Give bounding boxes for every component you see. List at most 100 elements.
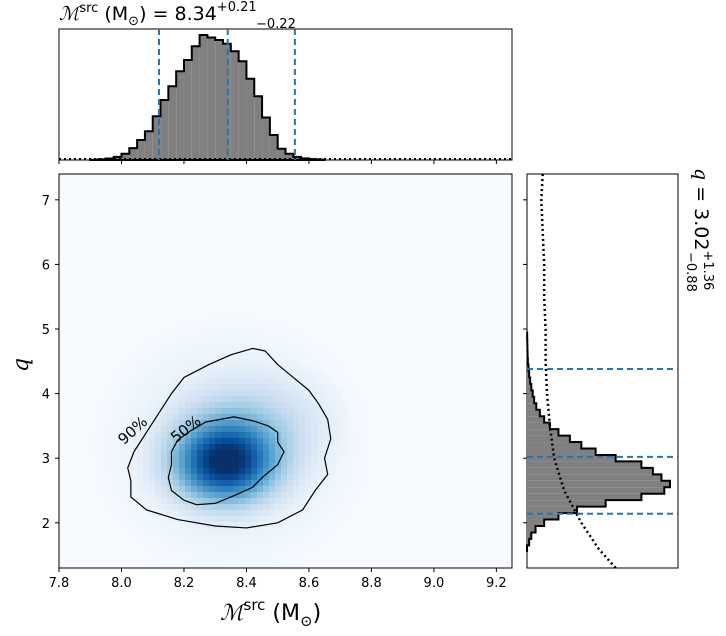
- heatmap-cell: [179, 426, 186, 433]
- heatmap-cell: [203, 528, 210, 535]
- heatmap-cell: [263, 450, 270, 457]
- top-hist-bar: [215, 40, 224, 160]
- heatmap-cell: [287, 438, 294, 445]
- heatmap-cell: [269, 468, 276, 475]
- heatmap-cell: [149, 402, 156, 409]
- heatmap-cell: [299, 486, 306, 493]
- heatmap-cell: [269, 492, 276, 499]
- heatmap-cell: [143, 450, 150, 457]
- heatmap-cell: [197, 444, 204, 451]
- heatmap-cell: [215, 438, 222, 445]
- heatmap-cell: [137, 480, 144, 487]
- heatmap-cell: [203, 504, 210, 511]
- heatmap-cell: [185, 456, 192, 463]
- heatmap-cell: [185, 390, 192, 397]
- heatmap-cell: [275, 390, 282, 397]
- heatmap-cell: [317, 396, 324, 403]
- heatmap-cell: [281, 402, 288, 409]
- heatmap-cell: [173, 498, 180, 505]
- heatmap-cell: [221, 456, 228, 463]
- heatmap-cell: [287, 378, 294, 385]
- heatmap-cell: [167, 462, 174, 469]
- heatmap-cell: [245, 408, 252, 415]
- heatmap-cell: [251, 360, 258, 367]
- heatmap-cell: [221, 372, 228, 379]
- top-hist-bar: [207, 37, 216, 160]
- heatmap-cell: [251, 498, 258, 505]
- heatmap-cell: [161, 390, 168, 397]
- heatmap-cell: [251, 378, 258, 385]
- y-tick-label: 5: [42, 323, 50, 338]
- heatmap-cell: [269, 414, 276, 421]
- heatmap-cell: [155, 462, 162, 469]
- heatmap-cell: [323, 402, 330, 409]
- heatmap-cell: [167, 396, 174, 403]
- heatmap-cell: [227, 480, 234, 487]
- heatmap-cell: [167, 444, 174, 451]
- heatmap-cell: [233, 420, 240, 427]
- heatmap-cell: [173, 480, 180, 487]
- heatmap-cell: [293, 426, 300, 433]
- heatmap-cell: [209, 486, 216, 493]
- heatmap-cell: [281, 414, 288, 421]
- heatmap-cell: [239, 396, 246, 403]
- heatmap-cell: [185, 414, 192, 421]
- heatmap-cell: [263, 396, 270, 403]
- heatmap-cell: [209, 474, 216, 481]
- heatmap-cell: [245, 366, 252, 373]
- heatmap-cell: [239, 468, 246, 475]
- heatmap-cell: [191, 450, 198, 457]
- heatmap-cell: [299, 420, 306, 427]
- heatmap-cell: [263, 372, 270, 379]
- heatmap-cell: [215, 444, 222, 451]
- heatmap-cell: [311, 474, 318, 481]
- heatmap-cell: [209, 354, 216, 361]
- right-hist-bar: [527, 474, 662, 481]
- heatmap-cell: [161, 450, 168, 457]
- heatmap-cell: [239, 432, 246, 439]
- heatmap-cell: [311, 444, 318, 451]
- heatmap-cell: [155, 426, 162, 433]
- heatmap-cell: [179, 438, 186, 445]
- heatmap-cell: [167, 408, 174, 415]
- heatmap-cell: [239, 474, 246, 481]
- heatmap-cell: [305, 426, 312, 433]
- heatmap-cell: [293, 474, 300, 481]
- heatmap-cell: [341, 402, 348, 409]
- heatmap-cell: [173, 426, 180, 433]
- right-hist-outline: [526, 331, 671, 552]
- heatmap-cell: [329, 468, 336, 475]
- top-hist-bar: [137, 140, 145, 160]
- heatmap-cell: [305, 366, 312, 373]
- heatmap-cell: [215, 456, 222, 463]
- top-title: ℳsrc (M⊙) = 8.34+0.21−0.22: [59, 0, 296, 32]
- heatmap-cell: [161, 480, 168, 487]
- heatmap-cell: [209, 438, 216, 445]
- heatmap-cell: [233, 396, 240, 403]
- heatmap-cell: [323, 420, 330, 427]
- heatmap-cell: [281, 396, 288, 403]
- heatmap-cell: [233, 462, 240, 469]
- heatmap-cell: [275, 474, 282, 481]
- heatmap-cell: [203, 402, 210, 409]
- heatmap-cell: [287, 444, 294, 451]
- heatmap-cell: [203, 378, 210, 385]
- heatmap-cell: [269, 372, 276, 379]
- heatmap-cell: [317, 432, 324, 439]
- top-hist-bar: [262, 117, 270, 160]
- heatmap-cell: [149, 450, 156, 457]
- heatmap-cell: [155, 456, 162, 463]
- heatmap-cell: [263, 432, 270, 439]
- heatmap-cell: [131, 450, 138, 457]
- heatmap-cell: [245, 492, 252, 499]
- heatmap-cell: [269, 474, 276, 481]
- heatmap-cell: [143, 498, 150, 505]
- heatmap-cell: [233, 378, 240, 385]
- right-hist-bar: [527, 416, 545, 423]
- heatmap-cell: [251, 354, 258, 361]
- heatmap-cell: [203, 450, 210, 457]
- heatmap-cell: [179, 480, 186, 487]
- heatmap-cell: [239, 456, 246, 463]
- heatmap-cell: [221, 522, 228, 529]
